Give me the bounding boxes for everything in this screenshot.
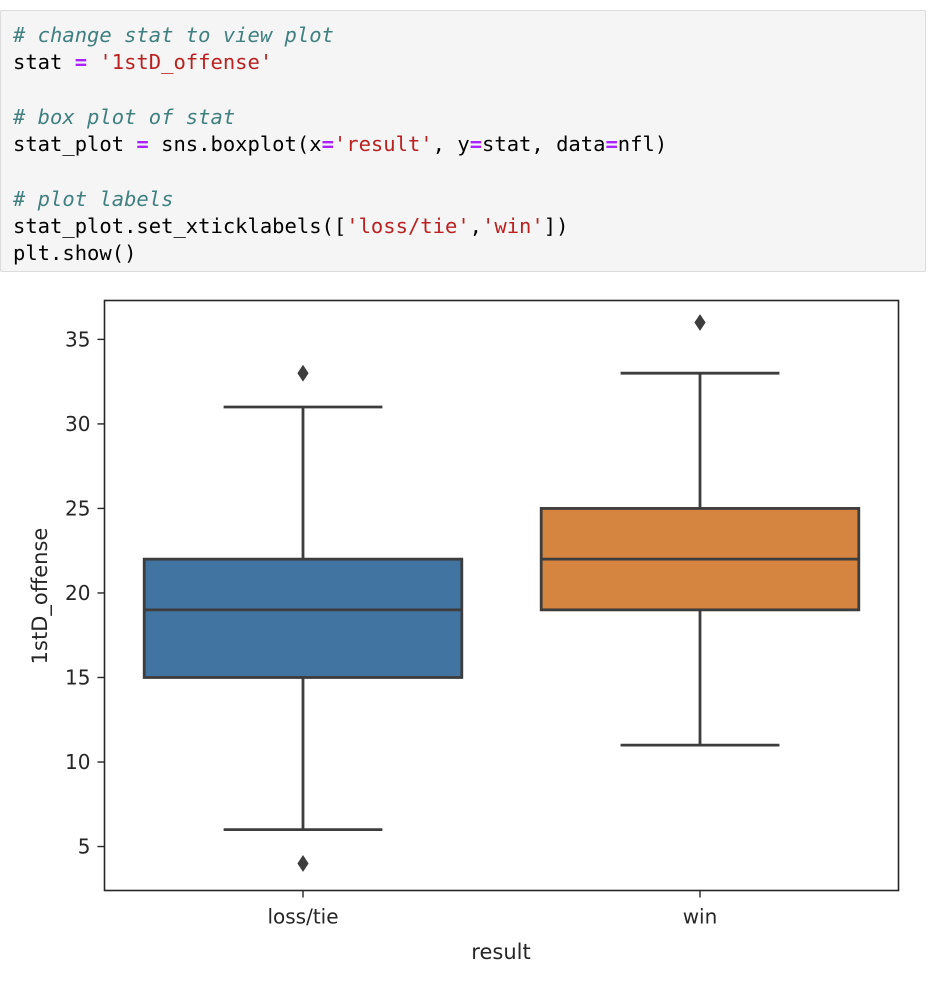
code-token-plain: stat, data (482, 132, 606, 157)
code-line: # box plot of stat (13, 104, 925, 131)
code-token-op: = (136, 132, 149, 157)
code-line: plt.show() (13, 240, 925, 267)
code-token-comment: # box plot of stat (13, 104, 236, 129)
code-token-plain: stat_plot.set_xticklabels([ (13, 214, 347, 239)
x-axis-label: result (471, 940, 530, 964)
code-line (13, 158, 925, 185)
x-tick-label: win (683, 905, 718, 929)
code-token-plain: stat (13, 50, 75, 75)
code-token-str: '1stD_offense' (99, 50, 273, 75)
code-token-plain: plt.show() (13, 241, 137, 266)
axes-frame (103, 299, 900, 892)
code-token-plain: stat_plot (13, 132, 137, 157)
code-token-plain: nfl) (617, 132, 668, 157)
code-token-op: = (605, 132, 618, 157)
x-axis-ticks: loss/tie win (267, 890, 718, 929)
boxes-layer (142, 314, 861, 872)
box-group-win (539, 314, 861, 747)
code-token-plain: sns.boxplot(x (148, 132, 322, 157)
code-token-str: 'loss/tie' (346, 214, 470, 239)
code-token-plain: , (469, 214, 483, 239)
y-tick-label: 10 (65, 750, 90, 774)
outlier-point (694, 314, 706, 331)
code-token-str: 'result' (333, 132, 433, 157)
x-tick-label: loss/tie (267, 905, 338, 929)
y-tick-label: 30 (65, 412, 90, 436)
iqr-box (142, 557, 464, 679)
y-tick-label: 5 (78, 835, 91, 859)
code-token-comment: # change stat to view plot (13, 23, 334, 47)
box-group-loss-tie (142, 364, 464, 872)
y-tick-label: 20 (65, 581, 90, 605)
code-line: # change stat to view plot (13, 22, 925, 49)
y-tick-label: 15 (65, 665, 90, 689)
code-token-op: = (321, 132, 334, 157)
code-editor[interactable]: # change stat to view plot stat = '1stD_o… (13, 22, 925, 268)
code-line: # plot labels (13, 186, 925, 213)
code-line: stat_plot = sns.boxplot(x='result', y=st… (13, 131, 925, 158)
code-token-plain: ]) (543, 214, 569, 239)
y-axis-label: 1stD_offense (28, 528, 53, 665)
code-token-plain (87, 50, 99, 74)
y-axis-ticks: 5 10 15 20 25 30 35 (65, 327, 105, 859)
code-token-op: = (74, 50, 88, 75)
code-token-str: 'win' (482, 214, 544, 239)
code-line: stat = '1stD_offense' (13, 49, 925, 76)
code-line (13, 77, 925, 104)
y-tick-label: 35 (65, 327, 90, 351)
outlier-point (297, 364, 309, 382)
code-token-op: = (469, 132, 483, 157)
y-tick-label: 25 (65, 496, 90, 520)
code-token-plain: , y (432, 132, 470, 157)
plot-output: 5 10 15 20 25 30 35 loss/tie win 1stD_offense r… (0, 282, 928, 978)
code-line: stat_plot.set_xticklabels(['loss/tie','w… (13, 213, 925, 240)
code-cell[interactable]: # change stat to view plot stat = '1stD_o… (0, 10, 926, 272)
box-plot-chart: 5 10 15 20 25 30 35 loss/tie win 1stD_offense r… (28, 299, 900, 964)
outlier-point (297, 855, 309, 872)
code-token-comment: # plot labels (13, 186, 174, 211)
